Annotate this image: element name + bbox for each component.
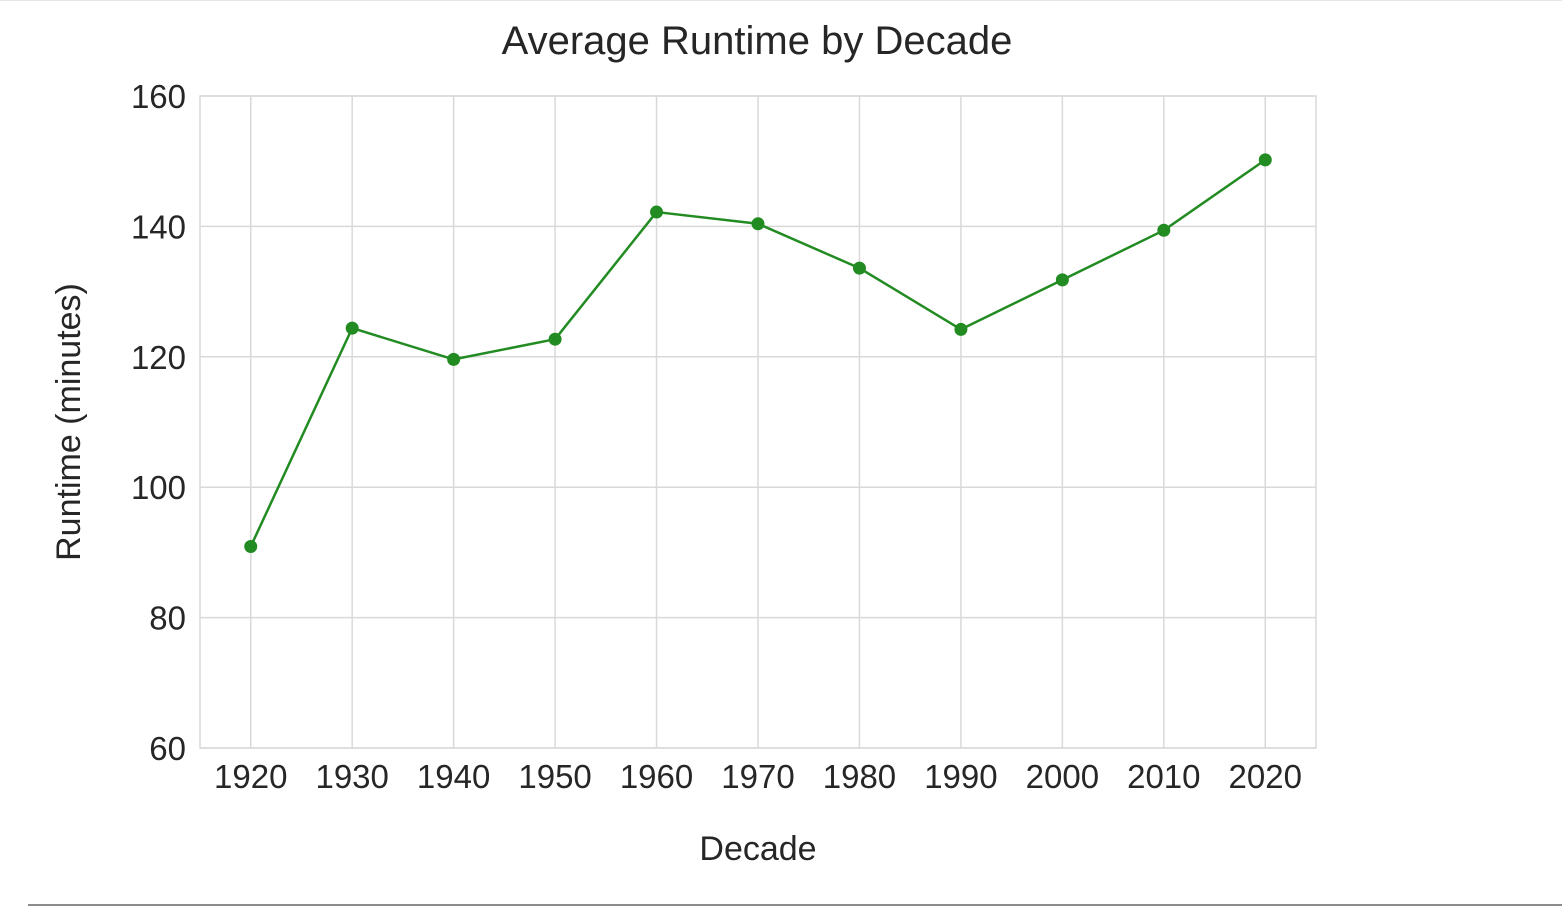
x-tick-label: 2000 — [1026, 758, 1099, 795]
data-point-1960 — [650, 205, 664, 219]
x-tick-label: 1930 — [315, 758, 388, 795]
x-tick-label: 2020 — [1229, 758, 1302, 795]
y-tick-label: 160 — [131, 78, 186, 115]
x-axis-label: Decade — [699, 830, 816, 868]
x-tick-label: 1970 — [721, 758, 794, 795]
y-axis-label: Runtime (minutes) — [50, 283, 88, 561]
data-point-2020 — [1258, 153, 1272, 167]
x-tick-label: 1920 — [214, 758, 287, 795]
x-tick-labels: 1920 1930 1940 1950 1960 1970 1980 1990 2000 2010… — [214, 758, 1302, 795]
x-tick-label: 1960 — [620, 758, 693, 795]
y-tick-label: 140 — [131, 208, 186, 245]
window-bottom-edge — [28, 904, 1562, 906]
y-tick-label: 100 — [131, 469, 186, 506]
x-tick-label: 2010 — [1127, 758, 1200, 795]
y-tick-label: 120 — [131, 339, 186, 376]
x-tick-label: 1980 — [823, 758, 896, 795]
data-point-1940 — [447, 352, 461, 366]
x-tick-label: 1990 — [924, 758, 997, 795]
data-point-2010 — [1157, 223, 1171, 237]
data-point-1930 — [345, 321, 359, 335]
data-point-1970 — [751, 217, 765, 231]
grid-layer — [200, 95, 1316, 749]
data-point-1950 — [548, 332, 562, 346]
y-tick-labels: 60 80 100 120 140 160 — [131, 78, 186, 767]
y-tick-label: 60 — [149, 730, 186, 767]
data-point-1990 — [954, 322, 968, 336]
x-tick-label: 1940 — [417, 758, 490, 795]
chart-title: Average Runtime by Decade — [502, 19, 1013, 63]
series-layer — [244, 153, 1272, 554]
window-top-edge — [0, 0, 1562, 1]
x-tick-label: 1950 — [518, 758, 591, 795]
data-point-1920 — [244, 540, 258, 554]
data-point-1980 — [852, 261, 866, 275]
plot-frame — [199, 95, 1317, 749]
y-tick-label: 80 — [149, 600, 186, 637]
data-point-2000 — [1055, 273, 1069, 287]
